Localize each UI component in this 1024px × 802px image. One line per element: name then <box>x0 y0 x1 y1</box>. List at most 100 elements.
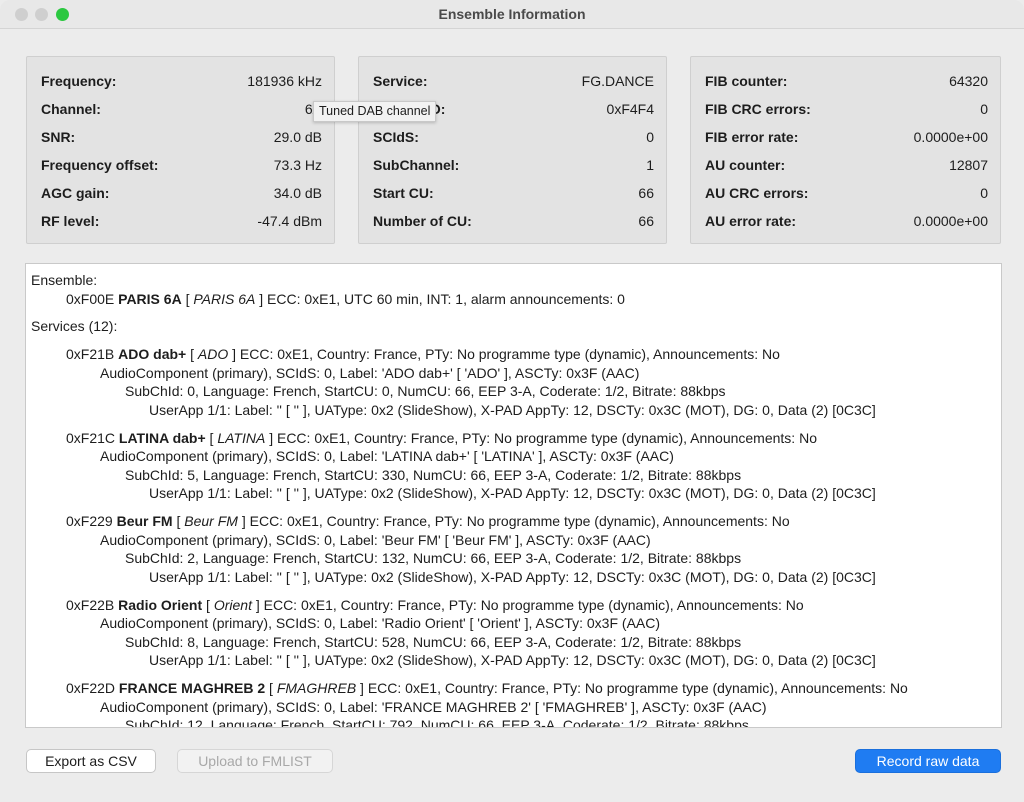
error-panel: FIB counter: 64320 FIB CRC errors: 0 FIB err… <box>690 56 1001 244</box>
field-value: 12807 <box>949 157 988 173</box>
field-value: 181936 kHz <box>247 73 322 89</box>
tooltip: Tuned DAB channel <box>313 101 437 122</box>
report-line: 0xF22B Radio Orient [ Orient ] ECC: 0xE1… <box>66 596 804 615</box>
title-bar: Ensemble Information <box>0 0 1024 29</box>
field-value: 66 <box>638 185 654 201</box>
field-value: 0.0000e+00 <box>913 213 988 229</box>
field-label: Start CU: <box>373 185 434 201</box>
field-value: 0 <box>980 101 988 117</box>
text-segment: 0xF00E <box>66 290 119 307</box>
field-label: AGC gain: <box>41 185 110 201</box>
field-label: Frequency offset: <box>41 157 159 173</box>
field-value: 64320 <box>949 73 988 89</box>
field-label: AU CRC errors: <box>705 185 809 201</box>
text-segment: [ <box>265 680 277 696</box>
report-line: 0xF21B ADO dab+ [ ADO ] ECC: 0xE1, Count… <box>66 345 780 364</box>
text-segment: [ <box>186 346 198 362</box>
text-segment: 0xF22B <box>66 596 119 613</box>
detail-line: SubChId: 2, Language: French, StartCU: 1… <box>125 550 742 566</box>
field-label: RF level: <box>41 213 100 229</box>
field-value: 0.0000e+00 <box>913 129 988 145</box>
text-segment: Orient <box>213 596 252 613</box>
detail-line: SubChId: 5, Language: French, StartCU: 3… <box>125 466 742 483</box>
text-segment: 0xF21B <box>66 346 119 362</box>
field-label: FIB error rate: <box>705 129 799 145</box>
field-value: -47.4 dBm <box>257 213 322 229</box>
text-segment: Beur FM <box>184 513 238 529</box>
field-value: FG.DANCE <box>581 73 654 89</box>
text-segment: Beur FM <box>116 513 173 529</box>
report-line: 0xF00E PARIS 6A [ PARIS 6A ] ECC: 0xE1, … <box>66 290 625 309</box>
field-label: Number of CU: <box>373 213 472 229</box>
text-segment: 0xF229 <box>66 513 117 529</box>
text-segment: LATINA <box>217 429 266 446</box>
detail-line: UserApp 1/1: Label: '' [ '' ], UAType: 0… <box>149 652 876 668</box>
field-value: 1 <box>646 157 654 173</box>
text-segment: ADO <box>197 346 229 362</box>
report-line: 0xF22D FRANCE MAGHREB 2 [ FMAGHREB ] ECC… <box>66 679 908 698</box>
report-text: Ensemble: 0xF00E PARIS 6A [ PARIS 6A ] EC… <box>25 263 1002 728</box>
text-segment: [ <box>181 290 194 307</box>
text-segment: ADO dab+ <box>118 346 187 362</box>
section-heading: Ensemble: <box>31 272 98 288</box>
field-label: SCIdS: <box>373 129 419 145</box>
detail-line: SubChId: 0, Language: French, StartCU: 0… <box>125 383 726 399</box>
text-segment: FRANCE MAGHREB 2 <box>118 680 266 696</box>
detail-line: AudioComponent (primary), SCIdS: 0, Labe… <box>100 364 640 381</box>
text-segment: 0xF21C <box>66 429 119 446</box>
text-segment: [ <box>205 429 218 446</box>
text-segment: ] ECC: 0xE1, Country: France, PTy: No pr… <box>265 429 817 446</box>
export-button[interactable]: Export as CSV <box>26 749 156 773</box>
field-label: Frequency: <box>41 73 117 89</box>
field-label: FIB CRC errors: <box>705 101 811 117</box>
field-value: 73.3 Hz <box>273 157 322 173</box>
field-value: 66 <box>638 213 654 229</box>
text-segment: Radio Orient <box>118 596 203 613</box>
upload-button: Upload to FMLIST <box>177 749 333 773</box>
detail-line: AudioComponent (primary), SCIdS: 0, Labe… <box>100 698 767 715</box>
detail-line: AudioComponent (primary), SCIdS: 0, Labe… <box>100 448 674 464</box>
close-button[interactable] <box>15 8 28 21</box>
field-label: Channel: <box>41 101 101 117</box>
text-segment: 0xF22D <box>66 680 119 696</box>
zoom-button[interactable] <box>56 8 69 21</box>
field-label: AU counter: <box>705 157 786 173</box>
text-segment: FMAGHREB <box>276 680 357 696</box>
text-segment: ] ECC: 0xE1, Country: France, PTy: No pr… <box>228 346 780 362</box>
minimize-button[interactable] <box>35 8 48 21</box>
field-label: FIB counter: <box>705 73 788 89</box>
record-button[interactable]: Record raw data <box>855 749 1001 773</box>
detail-line: UserApp 1/1: Label: '' [ '' ], UAType: 0… <box>149 485 876 501</box>
field-label: SubChannel: <box>373 157 460 173</box>
text-segment: ] ECC: 0xE1, UTC 60 min, INT: 1, alarm a… <box>255 290 625 307</box>
text-segment: PARIS 6A <box>118 290 182 307</box>
text-segment: PARIS 6A <box>193 290 256 307</box>
field-value: 0 <box>646 129 654 145</box>
detail-line: AudioComponent (primary), SCIdS: 0, Labe… <box>100 531 651 548</box>
field-value: 0xF4F4 <box>606 101 654 117</box>
text-segment: ] ECC: 0xE1, Country: France, PTy: No pr… <box>356 680 908 696</box>
field-label: SNR: <box>41 129 76 145</box>
report-line: 0xF229 Beur FM [ Beur FM ] ECC: 0xE1, Co… <box>66 512 790 531</box>
detail-line: AudioComponent (primary), SCIdS: 0, Labe… <box>100 615 661 631</box>
section-heading: Services (12): <box>31 318 118 334</box>
field-value: 29.0 dB <box>273 129 322 145</box>
field-label: AU error rate: <box>705 213 797 229</box>
detail-line: SubChId: 12, Language: French, StartCU: … <box>125 717 749 728</box>
window-title: Ensemble Information <box>438 6 586 22</box>
detail-line: UserApp 1/1: Label: '' [ '' ], UAType: 0… <box>149 401 876 418</box>
field-label: Service: <box>373 73 428 89</box>
text-segment: ] ECC: 0xE1, Country: France, PTy: No pr… <box>251 596 804 613</box>
text-segment: [ <box>202 596 214 613</box>
report-line: 0xF21C LATINA dab+ [ LATINA ] ECC: 0xE1,… <box>66 429 817 448</box>
service-panel: Service:FG.DANCEService ID:0xF4F4SCIdS:0… <box>358 56 667 244</box>
field-value: 0 <box>980 185 988 201</box>
text-segment: ] ECC: 0xE1, Country: France, PTy: No pr… <box>237 513 790 529</box>
text-segment: [ <box>172 513 185 529</box>
field-value: 34.0 dB <box>273 185 322 201</box>
text-segment: LATINA dab+ <box>118 429 206 446</box>
detail-line: SubChId: 8, Language: French, StartCU: 5… <box>125 633 742 650</box>
detail-line: UserApp 1/1: Label: '' [ '' ], UAType: 0… <box>149 568 876 585</box>
